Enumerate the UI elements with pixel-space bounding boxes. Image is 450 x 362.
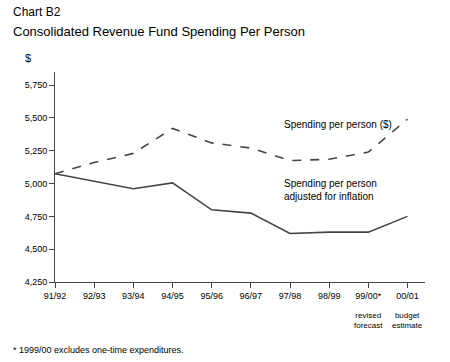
svg-text:99/00*: 99/00* bbox=[355, 291, 382, 301]
svg-text:* 1999/00 excludes one-time ex: * 1999/00 excludes one-time expenditures… bbox=[13, 345, 184, 355]
svg-text:revisedforecast: revisedforecast bbox=[354, 311, 383, 330]
svg-text:95/96: 95/96 bbox=[200, 291, 223, 301]
svg-text:98/99: 98/99 bbox=[318, 291, 341, 301]
svg-text:5,750: 5,750 bbox=[25, 80, 48, 90]
svg-text:94/95: 94/95 bbox=[161, 291, 184, 301]
svg-text:4,750: 4,750 bbox=[25, 212, 48, 222]
svg-text:91/92: 91/92 bbox=[44, 291, 67, 301]
svg-text:92/93: 92/93 bbox=[83, 291, 106, 301]
svg-text:96/97: 96/97 bbox=[240, 291, 263, 301]
svg-text:budgetestimate: budgetestimate bbox=[392, 311, 423, 330]
svg-text:Spending per personadjusted fo: Spending per personadjusted for inflatio… bbox=[284, 178, 377, 202]
svg-text:5,500: 5,500 bbox=[25, 113, 48, 123]
svg-text:97/98: 97/98 bbox=[279, 291, 302, 301]
svg-text:Spending per person ($): Spending per person ($) bbox=[284, 119, 392, 130]
svg-text:Chart B2: Chart B2 bbox=[13, 5, 61, 19]
svg-text:00/01: 00/01 bbox=[396, 291, 419, 301]
svg-text:5,250: 5,250 bbox=[25, 146, 48, 156]
svg-text:4,500: 4,500 bbox=[25, 244, 48, 254]
svg-text:$: $ bbox=[25, 52, 31, 64]
svg-text:Consolidated Revenue Fund Spen: Consolidated Revenue Fund Spending Per P… bbox=[13, 24, 305, 39]
svg-text:4,250: 4,250 bbox=[25, 277, 48, 287]
svg-text:93/94: 93/94 bbox=[122, 291, 145, 301]
svg-text:5,000: 5,000 bbox=[25, 179, 48, 189]
